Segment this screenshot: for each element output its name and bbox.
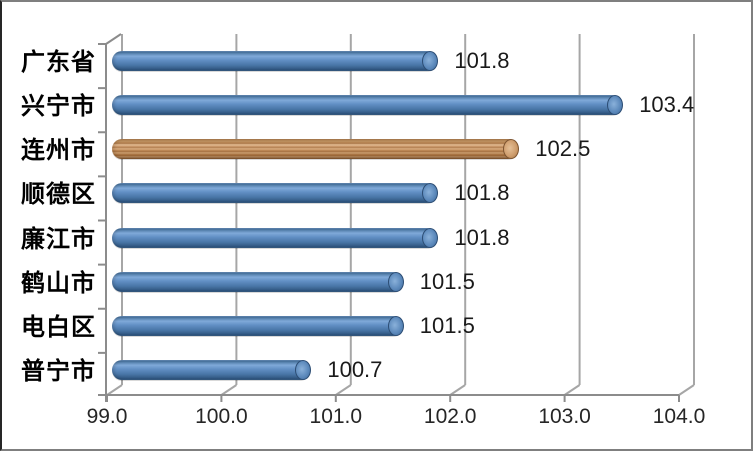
x-axis-tick-label: 101.0	[309, 405, 363, 428]
category-bar	[112, 51, 439, 72]
category-bar	[112, 315, 404, 336]
value-label: 101.5	[419, 268, 475, 294]
category-label: 兴宁市	[21, 94, 96, 121]
value-label: 101.8	[454, 48, 510, 74]
category-label: 鹤山市	[21, 270, 96, 297]
category-bar	[112, 359, 312, 380]
x-axis-tick-label: 104.0	[652, 405, 706, 428]
category-bar	[112, 139, 520, 160]
category-bar	[112, 271, 404, 292]
category-label: 电白区	[21, 314, 96, 341]
gridline-floor-knee	[335, 384, 352, 396]
gridline-floor-knee	[449, 384, 466, 396]
gridline-floor-knee	[106, 384, 123, 396]
value-label: 102.5	[535, 136, 591, 162]
category-label: 普宁市	[21, 358, 96, 385]
category-label: 廉江市	[21, 226, 96, 253]
x-axis-tick-label: 100.0	[195, 405, 248, 428]
category-bar	[112, 183, 439, 204]
axis-depth-edge	[105, 33, 122, 45]
value-label: 100.7	[327, 356, 383, 382]
gridline-floor-knee	[220, 384, 237, 396]
bar-end-cap	[422, 227, 439, 248]
bar-end-cap	[607, 95, 624, 116]
bar-end-cap	[422, 51, 439, 72]
value-label: 101.8	[454, 224, 510, 250]
category-label: 广东省	[21, 50, 96, 77]
value-label: 103.4	[639, 92, 695, 118]
bar-end-cap	[422, 183, 439, 204]
x-axis-tick-label: 99.0	[86, 405, 128, 428]
gridline-floor-knee	[678, 384, 695, 396]
value-label: 101.5	[419, 312, 475, 338]
gridline-floor-knee	[564, 384, 581, 396]
value-label: 101.8	[454, 180, 510, 206]
x-axis-tick-label: 103.0	[538, 405, 591, 428]
x-axis-tick-label: 102.0	[423, 405, 477, 428]
bar-end-cap	[387, 271, 404, 292]
category-label: 连州市	[21, 138, 96, 165]
bar-end-cap	[503, 139, 520, 160]
bar-end-cap	[387, 315, 404, 336]
category-bar	[112, 95, 624, 116]
category-label: 顺德区	[21, 182, 96, 209]
category-bar	[112, 227, 439, 248]
bar-end-cap	[295, 359, 312, 380]
